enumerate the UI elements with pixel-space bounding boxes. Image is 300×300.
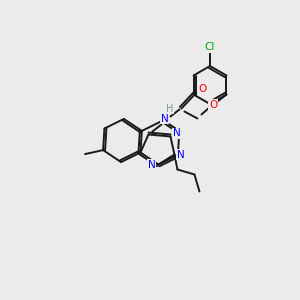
- Text: H: H: [166, 103, 173, 113]
- Text: Cl: Cl: [205, 42, 215, 52]
- Text: N: N: [177, 149, 184, 160]
- Text: N: N: [148, 160, 155, 170]
- Text: O: O: [198, 83, 207, 94]
- Text: O: O: [209, 100, 217, 110]
- Text: N: N: [160, 113, 168, 124]
- Text: N: N: [172, 128, 180, 139]
